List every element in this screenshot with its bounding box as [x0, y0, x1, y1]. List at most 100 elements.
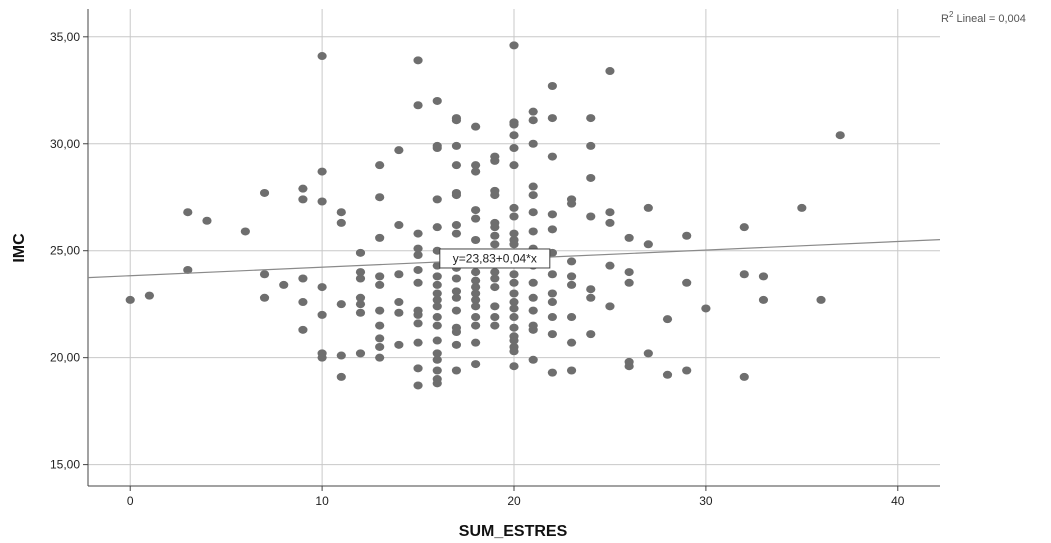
data-point — [739, 223, 749, 232]
data-point — [739, 372, 749, 381]
data-point — [451, 306, 462, 315]
data-point — [547, 152, 557, 161]
data-point — [451, 229, 462, 238]
equation-label: y=23,83+0,04*x — [453, 251, 537, 265]
data-point — [528, 182, 538, 191]
x-tick-label: 30 — [699, 494, 713, 508]
data-point — [451, 161, 462, 170]
data-point — [471, 289, 481, 298]
data-point — [528, 325, 538, 334]
data-point — [432, 96, 442, 105]
data-point — [355, 349, 366, 358]
data-point — [816, 295, 826, 304]
data-point — [586, 285, 596, 294]
data-point — [624, 278, 634, 287]
data-point — [662, 315, 673, 324]
data-point — [375, 342, 385, 351]
data-point — [240, 227, 250, 236]
data-point — [432, 144, 442, 153]
data-point — [586, 212, 596, 221]
data-point — [336, 208, 346, 217]
data-point — [490, 302, 500, 311]
data-point — [490, 156, 500, 165]
data-point — [432, 355, 442, 364]
data-point — [471, 161, 481, 170]
data-point — [355, 274, 366, 283]
data-point — [758, 272, 769, 281]
data-point — [490, 313, 500, 322]
data-point — [125, 295, 135, 304]
data-point — [509, 313, 519, 322]
axes — [83, 9, 940, 491]
data-point — [375, 353, 385, 362]
data-point — [509, 120, 519, 129]
data-point — [432, 295, 442, 304]
data-point — [451, 366, 462, 375]
data-point — [490, 274, 500, 283]
y-tick-label: 15,00 — [50, 458, 80, 472]
data-point — [624, 233, 634, 242]
data-point — [509, 278, 519, 287]
data-point — [375, 306, 385, 315]
data-point — [375, 272, 385, 281]
data-point — [471, 313, 481, 322]
data-point — [682, 278, 692, 287]
x-tick-label: 20 — [507, 494, 521, 508]
data-point — [432, 366, 442, 375]
data-point — [509, 289, 519, 298]
data-point — [375, 193, 385, 202]
data-point — [413, 229, 423, 238]
data-point — [317, 283, 327, 292]
data-point — [298, 184, 308, 193]
data-point — [797, 203, 807, 212]
data-point — [605, 67, 615, 76]
data-point — [413, 364, 423, 373]
data-point — [394, 298, 404, 307]
data-point — [471, 302, 481, 311]
data-point — [259, 293, 270, 302]
tick-labels: 0 10 20 30 40 15,00 20,00 25,00 30,00 35,00 — [50, 30, 905, 508]
data-point — [605, 218, 615, 227]
data-point — [317, 197, 327, 206]
data-point — [375, 334, 385, 343]
data-point — [528, 107, 538, 116]
y-tick-label: 35,00 — [50, 30, 80, 44]
data-point — [605, 302, 615, 311]
data-point — [509, 131, 519, 140]
data-point — [355, 300, 366, 309]
data-point — [566, 199, 577, 208]
data-point — [547, 368, 557, 377]
data-point — [490, 321, 500, 330]
data-point — [336, 300, 346, 309]
data-point — [413, 101, 423, 110]
data-point — [432, 289, 442, 298]
data-point — [413, 310, 423, 319]
data-point — [279, 280, 289, 289]
data-point — [451, 221, 462, 230]
data-point — [471, 283, 481, 292]
data-point — [509, 347, 519, 356]
data-point — [471, 321, 481, 330]
data-point — [432, 321, 442, 330]
data-point — [298, 195, 308, 204]
data-point — [432, 272, 442, 281]
data-point — [413, 381, 423, 390]
y-tick-label: 25,00 — [50, 244, 80, 258]
data-point — [605, 208, 615, 217]
data-point — [471, 268, 481, 277]
data-point — [451, 287, 462, 296]
data-point — [144, 291, 155, 300]
data-point — [317, 353, 327, 362]
data-point — [355, 308, 366, 317]
x-tick-label: 0 — [127, 494, 134, 508]
data-point — [375, 280, 385, 289]
data-point — [413, 319, 423, 328]
data-point — [509, 144, 519, 153]
r2-superscript: 2 — [949, 10, 954, 19]
data-point — [490, 223, 500, 232]
data-point — [528, 227, 538, 236]
data-point — [547, 330, 557, 339]
data-point — [586, 141, 596, 150]
data-point — [471, 295, 481, 304]
data-point — [413, 56, 423, 65]
